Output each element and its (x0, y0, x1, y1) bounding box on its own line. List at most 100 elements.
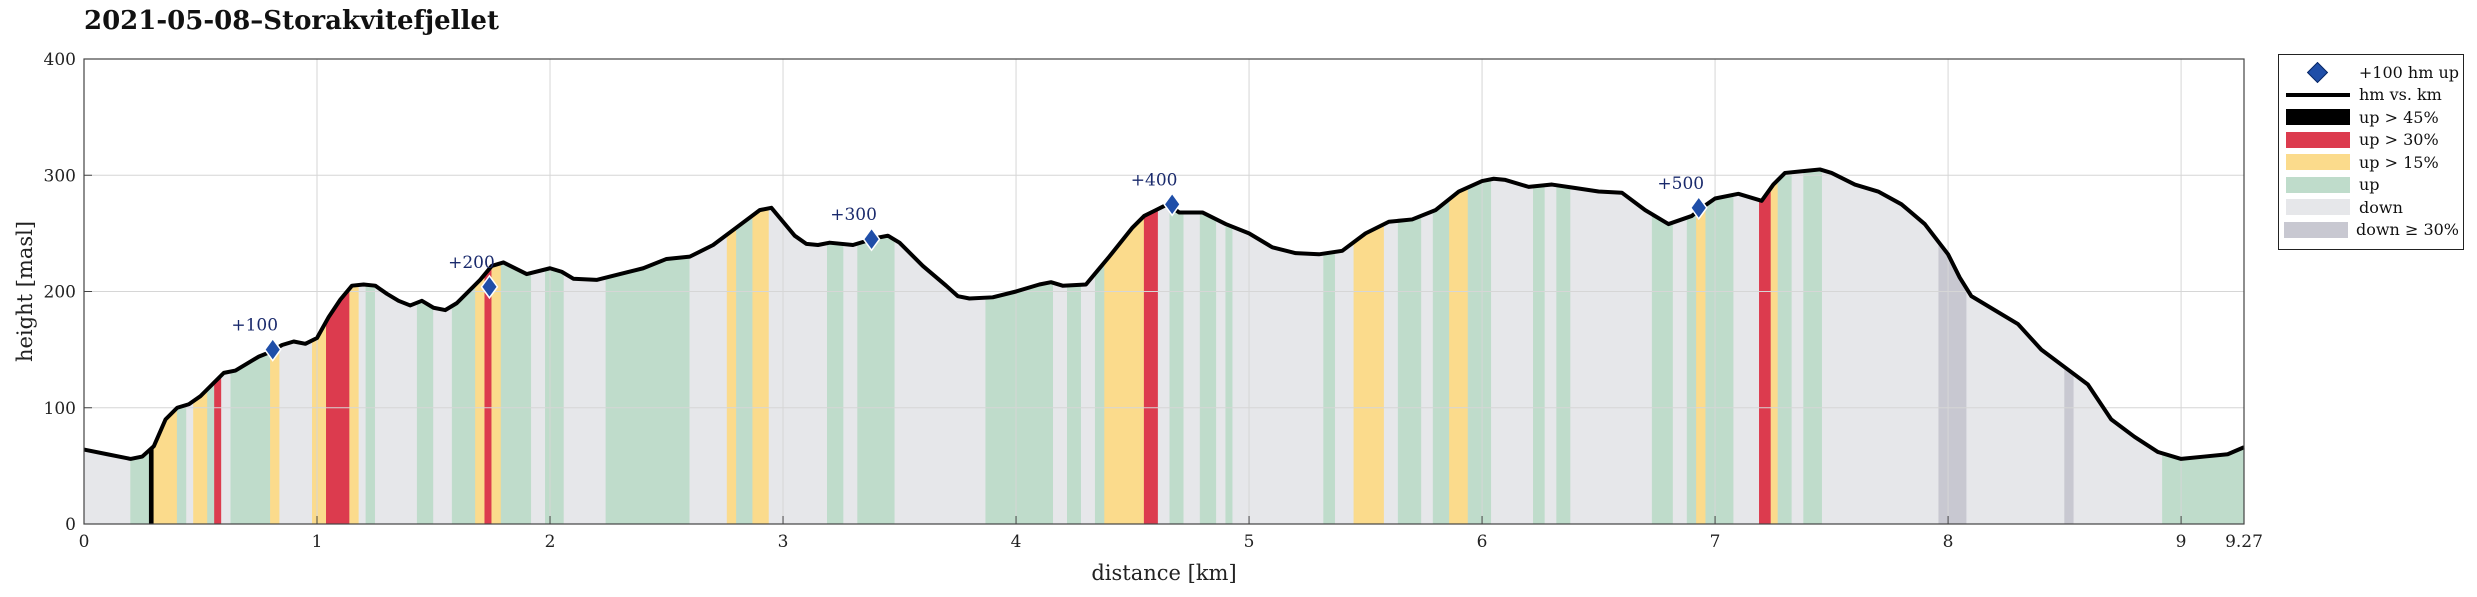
segment-up30 (1759, 186, 1772, 525)
legend-item-profile: hm vs. km (2283, 84, 2459, 107)
y-tick-label: 200 (44, 283, 76, 303)
segment-down (1383, 220, 1399, 525)
segment-down (563, 272, 607, 525)
line-swatch (2283, 87, 2353, 103)
legend-label: down ≥ 30% (2355, 220, 2459, 240)
segment-up15 (1696, 204, 1707, 525)
segment-up (365, 284, 376, 525)
segment-up (130, 449, 150, 525)
segment-up (1067, 284, 1082, 525)
segment-up (1397, 215, 1422, 525)
segment-up (451, 283, 476, 525)
segment-up15 (270, 345, 281, 525)
legend-item-down: down (2283, 196, 2459, 219)
segment-down (768, 207, 828, 525)
segment-down (1791, 170, 1804, 525)
segment-up (1533, 184, 1546, 525)
chart-title: 2021-05-08–Storakvitefjellet (84, 6, 499, 36)
segment-up (1225, 223, 1234, 525)
segment-down30 (2064, 366, 2075, 525)
segment-up (1777, 171, 1793, 525)
segment-down (843, 243, 858, 525)
segment-up (176, 404, 187, 525)
segment-up (985, 281, 1054, 525)
segment-down (221, 371, 232, 525)
segment-up (500, 262, 532, 525)
segment-down (374, 285, 418, 525)
segment-up (1686, 211, 1697, 525)
segment-up15 (491, 262, 502, 525)
segment-up (230, 351, 271, 525)
axes-layer: 0 1 2 3 4 5 6 7 8 9 9.27 0 100 200 300 400 distance [km]… (13, 50, 2263, 585)
segment-up15 (1449, 186, 1469, 525)
color-swatch (2283, 221, 2350, 238)
segment-up45 (148, 445, 155, 525)
segment-down (689, 233, 728, 525)
legend-label: hm vs. km (2359, 85, 2442, 105)
y-axis-label: height [masl] (13, 221, 37, 362)
segment-up15 (1770, 179, 1779, 525)
y-tick-label: 100 (44, 399, 76, 419)
segment-down (1733, 193, 1760, 525)
segment-down (1157, 203, 1171, 525)
marker-diamond (263, 337, 282, 362)
segment-down (186, 400, 194, 525)
x-tick-label: 5 (1244, 532, 1255, 552)
legend-item-up30: up > 30% (2283, 129, 2459, 152)
marker-label: +200 (448, 253, 495, 273)
legend-item-up45: up > 45% (2283, 106, 2459, 129)
legend-label: up (2359, 175, 2380, 195)
segment-down (1053, 282, 1068, 525)
segment-up30 (1143, 208, 1159, 525)
x-tick-label: 0 (79, 532, 90, 552)
segment-down (1570, 186, 1653, 525)
legend-label: up > 30% (2359, 130, 2439, 150)
diamond-icon (2283, 61, 2353, 83)
segment-up (736, 214, 754, 525)
segment-up (1432, 198, 1450, 525)
segment-down (279, 339, 313, 525)
profile-layer (83, 167, 2245, 461)
segment-down (1080, 272, 1096, 525)
legend-item-down30: down ≥ 30% (2283, 219, 2459, 242)
x-tick-label: 7 (1710, 532, 1721, 552)
x-tick-label: 9 (2176, 532, 2187, 552)
elevation-chart: +100 +200 +300 +400 +500 0 1 2 3 4 5 6 7 8 9 9.27 0 100 2… (13, 50, 2263, 585)
segment-up15 (312, 320, 327, 525)
segment-up (1323, 251, 1336, 525)
segment-down (358, 284, 367, 525)
segment-up30 (484, 265, 493, 525)
marker-label: +400 (1131, 170, 1178, 190)
segment-up (416, 300, 434, 525)
x-tick-label: 9.27 (2225, 532, 2263, 552)
segment-down (83, 449, 131, 525)
segment-down (1672, 217, 1688, 525)
y-tick-label: 0 (65, 515, 76, 535)
legend-label: up > 45% (2359, 107, 2439, 127)
color-swatch (2283, 109, 2353, 126)
segment-down (1232, 226, 1324, 525)
segment-up15 (349, 284, 360, 525)
x-axis-label: distance [km] (1091, 561, 1236, 585)
segment-up (1094, 261, 1105, 525)
segment-up (1705, 194, 1735, 525)
segment-up (1467, 178, 1492, 525)
segment-down (1334, 241, 1355, 525)
segment-up15 (752, 207, 770, 525)
grid-lines (84, 59, 2244, 524)
segment-down (1544, 184, 1557, 525)
profile-line (83, 167, 2245, 461)
segment-down (1183, 212, 1201, 525)
x-tick-label: 6 (1477, 532, 1488, 552)
color-swatch (2283, 131, 2353, 148)
legend-item-up: up (2283, 174, 2459, 197)
y-tick-label: 400 (44, 50, 76, 70)
legend-label: down (2359, 197, 2403, 217)
marker-label: +100 (231, 316, 278, 336)
legend-label: +100 hm up (2358, 62, 2459, 82)
color-swatch (2283, 199, 2353, 216)
marker-diamond (1689, 195, 1708, 221)
segment-up (605, 256, 691, 525)
segment-up (827, 242, 844, 525)
marker-label: +300 (830, 205, 877, 225)
